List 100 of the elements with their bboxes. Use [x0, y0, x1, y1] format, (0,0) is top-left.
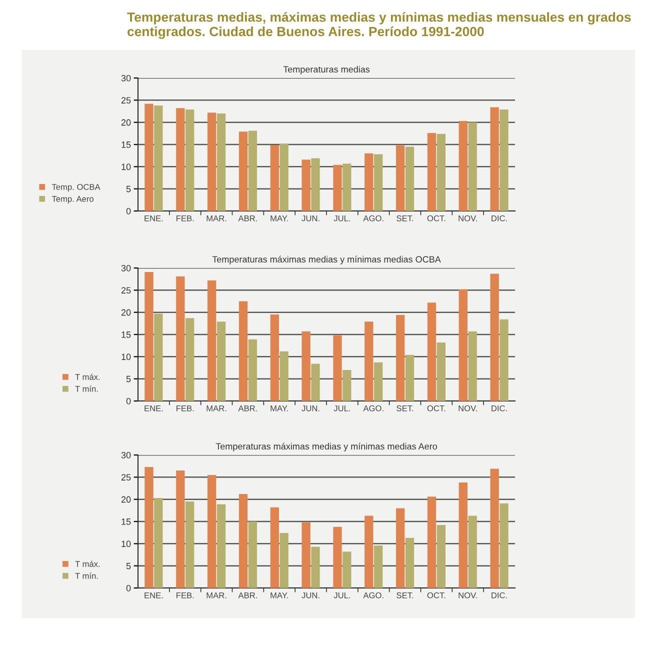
bar	[238, 494, 248, 588]
bar	[405, 146, 414, 211]
y-tick-label: 15	[122, 518, 131, 525]
y-tick-label: 15	[122, 332, 131, 338]
legend-label: T máx.	[75, 560, 100, 567]
bar	[500, 319, 508, 401]
y-tick-label: 0	[126, 398, 131, 404]
x-tick-label: SET.	[396, 592, 414, 598]
y-tick-label: 10	[122, 354, 131, 360]
bar	[458, 482, 468, 588]
bar	[207, 280, 216, 401]
bar	[405, 354, 414, 401]
x-tick-label: JUN.	[302, 215, 320, 222]
bar	[186, 502, 194, 588]
bar	[436, 342, 446, 401]
y-tick-label: 5	[126, 562, 131, 570]
y-tick-label: 25	[121, 474, 131, 481]
bar	[176, 470, 185, 588]
bar	[458, 121, 468, 211]
bar	[216, 113, 226, 211]
x-tick-label: JUL.	[334, 405, 350, 412]
bar	[396, 314, 405, 401]
bar	[500, 109, 508, 211]
x-tick-label: NOV.	[458, 592, 477, 598]
bar	[490, 468, 499, 588]
bar	[364, 153, 374, 211]
bar	[238, 132, 248, 211]
bar	[374, 362, 383, 401]
bar	[302, 331, 310, 401]
bar	[490, 274, 499, 401]
bar	[154, 105, 163, 211]
x-tick-label: JUL.	[334, 215, 350, 222]
chart-title: Temperaturas medias, máximas medias y mínimas medias mensuales en grados centigrados. Ciudad de Buenos Aires. Período 1991-2000	[127, 12, 631, 39]
x-tick-label: SET.	[396, 215, 414, 222]
bar	[342, 552, 352, 588]
x-tick-label: ABR.	[238, 592, 257, 598]
bar	[405, 538, 414, 588]
x-tick-label: MAR.	[206, 592, 226, 598]
legend-label: Temp. OCBA	[52, 184, 100, 192]
bar	[468, 516, 477, 588]
y-tick-label: 5	[126, 376, 131, 382]
bar	[280, 144, 288, 211]
y-tick-label: 5	[126, 186, 131, 192]
bar	[302, 160, 310, 211]
y-tick-label: 0	[126, 208, 131, 214]
y-tick-label: 30	[121, 452, 131, 458]
x-tick-label: JUN.	[302, 405, 320, 412]
y-tick-label: 0	[126, 584, 131, 592]
bar	[144, 466, 154, 588]
bar	[427, 302, 436, 401]
x-tick-label: MAR.	[206, 215, 226, 222]
x-tick-label: OCT.	[427, 215, 446, 222]
bar	[176, 108, 185, 211]
bar	[248, 339, 258, 401]
x-tick-label: FEB.	[176, 215, 194, 222]
x-tick-label: ENE.	[144, 405, 163, 412]
bar	[427, 496, 436, 588]
y-tick-label: 15	[122, 142, 131, 148]
bar	[436, 525, 446, 588]
x-tick-label: ENE.	[144, 215, 163, 222]
x-tick-label: NOV.	[458, 215, 477, 222]
bar	[238, 301, 248, 401]
legend-label: T máx.	[75, 374, 100, 380]
x-tick-label: JUL.	[334, 592, 350, 598]
bar	[500, 503, 508, 588]
bar	[302, 522, 310, 588]
x-tick-label: DIC.	[492, 592, 507, 598]
x-tick-label: AGO.	[363, 592, 384, 598]
bar	[396, 508, 405, 588]
x-tick-label: FEB.	[176, 592, 194, 598]
y-tick-label: 10	[122, 164, 131, 170]
legend-label: Temp. Aero	[52, 196, 94, 204]
chart-subtitle: Temperaturas medias	[283, 66, 370, 74]
bar	[248, 522, 258, 588]
bar	[333, 526, 342, 588]
bar	[207, 474, 216, 588]
bar	[154, 314, 163, 401]
x-tick-label: JUN.	[302, 592, 320, 598]
bar	[364, 322, 374, 401]
bar	[311, 546, 320, 588]
bar	[374, 545, 383, 588]
x-tick-label: ABR.	[238, 215, 257, 222]
bar	[207, 112, 216, 211]
x-tick-label: AGO.	[363, 405, 384, 412]
bar	[280, 351, 288, 401]
bar	[458, 289, 468, 401]
bar	[374, 154, 383, 211]
x-tick-label: OCT.	[427, 405, 446, 412]
bar	[176, 276, 185, 401]
x-tick-label: ENE.	[144, 592, 163, 598]
y-tick-label: 20	[121, 309, 131, 316]
x-tick-label: SET.	[396, 405, 414, 412]
y-tick-label: 20	[121, 496, 131, 503]
bar	[468, 331, 477, 401]
bar	[270, 144, 279, 211]
bar	[144, 104, 154, 211]
x-tick-label: AGO.	[363, 215, 384, 222]
bar	[154, 498, 163, 588]
x-tick-label: MAR.	[206, 405, 226, 412]
bar	[144, 272, 154, 401]
